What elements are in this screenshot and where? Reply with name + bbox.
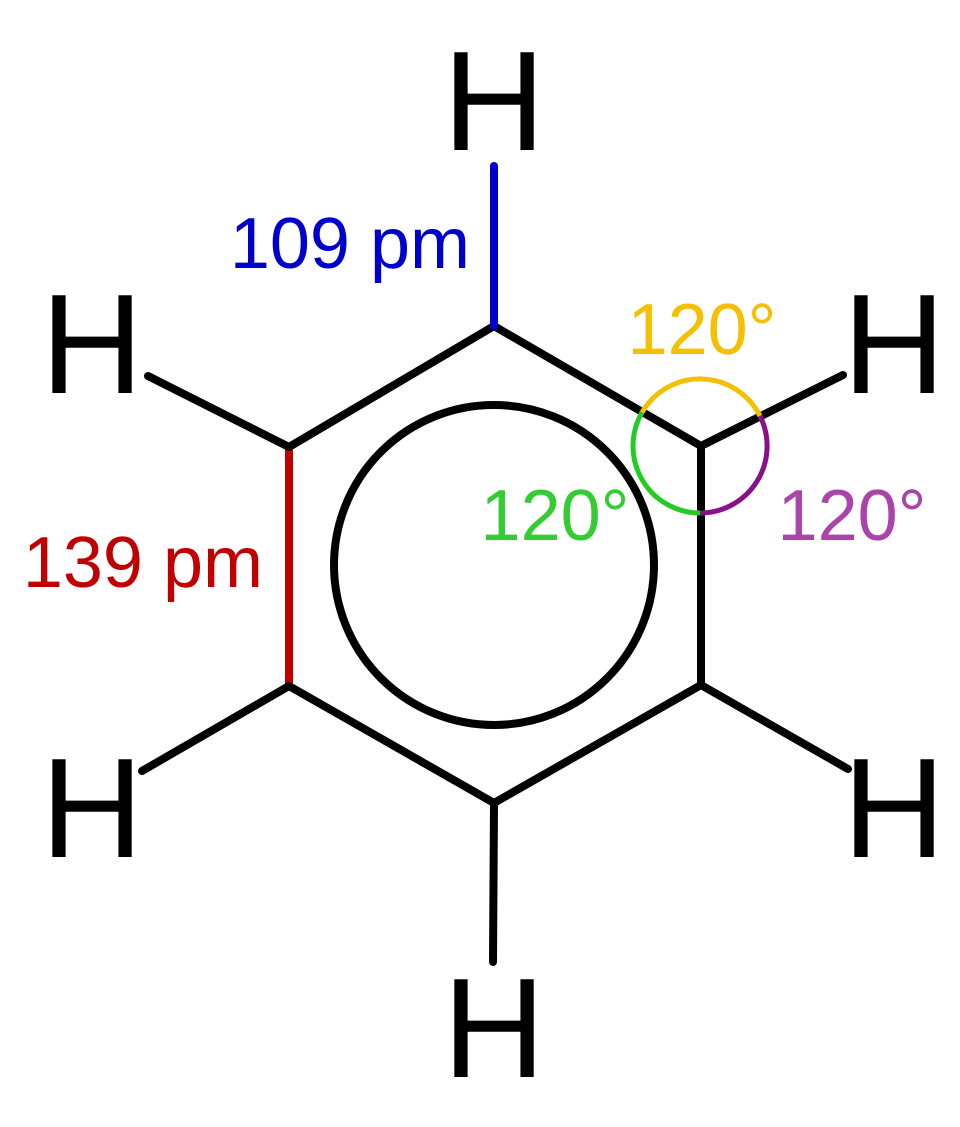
hydrogen-label: H: [41, 265, 144, 424]
angle-arc: [699, 414, 770, 516]
hydrogen-label: H: [443, 22, 546, 181]
angle-label: 120°: [481, 476, 630, 556]
ch-bond: [489, 799, 498, 966]
ch-bond: [697, 681, 852, 773]
angle-label: 120°: [628, 290, 777, 370]
hydrogen-label: H: [443, 949, 546, 1108]
hydrogen-label: H: [843, 729, 946, 888]
aromatic-circle: [330, 401, 658, 729]
hydrogen-label: H: [843, 265, 946, 424]
ring-bonds: [285, 322, 705, 807]
bond-length-label: 139 pm: [23, 523, 263, 603]
bond-length-label: 109 pm: [230, 204, 470, 284]
ch-bond: [144, 372, 293, 451]
angle-arc: [630, 411, 701, 516]
ch-bond: [697, 371, 847, 450]
hydrogen-label: H: [41, 729, 144, 888]
ch-bond: [138, 682, 293, 775]
angle-arc: [639, 376, 763, 418]
angle-label: 120°: [778, 476, 927, 556]
